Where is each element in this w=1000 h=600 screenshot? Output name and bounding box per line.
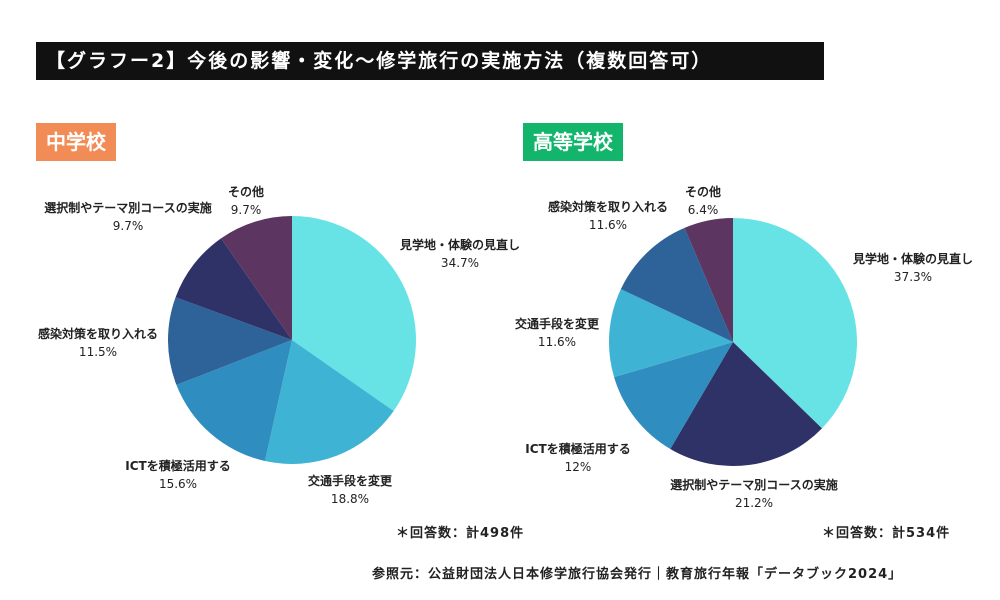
middle-school-pie-slice [176,340,292,462]
slice-label: 見学地・体験の見直し 37.3% [853,250,973,286]
middle-school-pie-slice [175,238,292,340]
slice-label-name: 感染対策を取り入れる [547,200,669,214]
slice-label-value: 21.2% [734,496,774,510]
high-school-pie-slice [670,342,822,466]
slice-label-value: 9.7% [230,203,262,217]
slice-label-value: 11.5% [78,345,118,359]
high-school-pie-slice [684,218,733,342]
middle-school-pie-slice [221,216,292,340]
slice-label: 感染対策を取り入れる 11.6% [548,198,668,234]
slice-label-name: ICTを積極活用する [125,459,231,473]
slice-label-value: 9.7% [112,219,144,233]
slice-label: 交通手段を変更 11.6% [515,315,599,351]
high-school-pie-slice [614,342,733,449]
slice-label-value: 11.6% [588,218,628,232]
chart-title: 【グラフー2】今後の影響・変化〜修学旅行の実施方法（複数回答可） [36,42,824,80]
high-school-response-count: ＊回答数：計534件 [822,526,951,541]
slice-label-name: 見学地・体験の見直し [852,252,974,266]
slice-label: その他 6.4% [685,183,721,219]
high-school-heading: 高等学校 [523,123,623,161]
slice-label-value: 6.4% [687,203,719,217]
slice-label: 感染対策を取り入れる 11.5% [38,325,158,361]
slice-label-value: 37.3% [893,270,933,284]
slice-label-name: その他 [227,185,265,199]
middle-school-pie-slice [264,340,394,464]
high-school-pie-slice [609,289,733,378]
slice-label-name: 見学地・体験の見直し [399,238,521,252]
slice-label-value: 15.6% [158,477,198,491]
slice-label-name: 選択制やテーマ別コースの実施 [670,478,838,492]
slice-label-name: その他 [684,185,722,199]
slice-label: ICTを積極活用する 12% [525,440,630,476]
slice-label-name: 感染対策を取り入れる [37,327,159,341]
slice-label-name: 選択制やテーマ別コースの実施 [44,201,212,215]
middle-school-response-count: ＊回答数：計498件 [396,526,525,541]
slice-label: 見学地・体験の見直し 34.7% [400,236,520,272]
middle-school-pie-slice [167,297,292,385]
slice-label-value: 12% [564,460,592,474]
slice-label-name: ICTを積極活用する [525,442,631,456]
middle-school-pie-slice [292,216,416,411]
slice-label-value: 34.7% [440,256,480,270]
slice-label-value: 18.8% [330,492,370,506]
slice-label-value: 11.6% [537,335,577,349]
slice-label: ICTを積極活用する 15.6% [125,457,230,493]
slice-label: 交通手段を変更 18.8% [308,472,392,508]
slice-label-name: 交通手段を変更 [514,317,600,331]
slice-label: その他 9.7% [228,183,264,219]
slice-label-name: 交通手段を変更 [307,474,393,488]
high-school-pie-slice [733,218,857,429]
middle-school-heading: 中学校 [36,123,116,161]
source-citation: 参照元：公益財団法人日本修学旅行協会発行｜教育旅行年報「データブック2024」 [372,567,903,582]
slice-label: 選択制やテーマ別コースの実施 9.7% [44,199,211,235]
slice-label: 選択制やテーマ別コースの実施 21.2% [670,476,837,512]
high-school-pie-slice [620,227,733,342]
